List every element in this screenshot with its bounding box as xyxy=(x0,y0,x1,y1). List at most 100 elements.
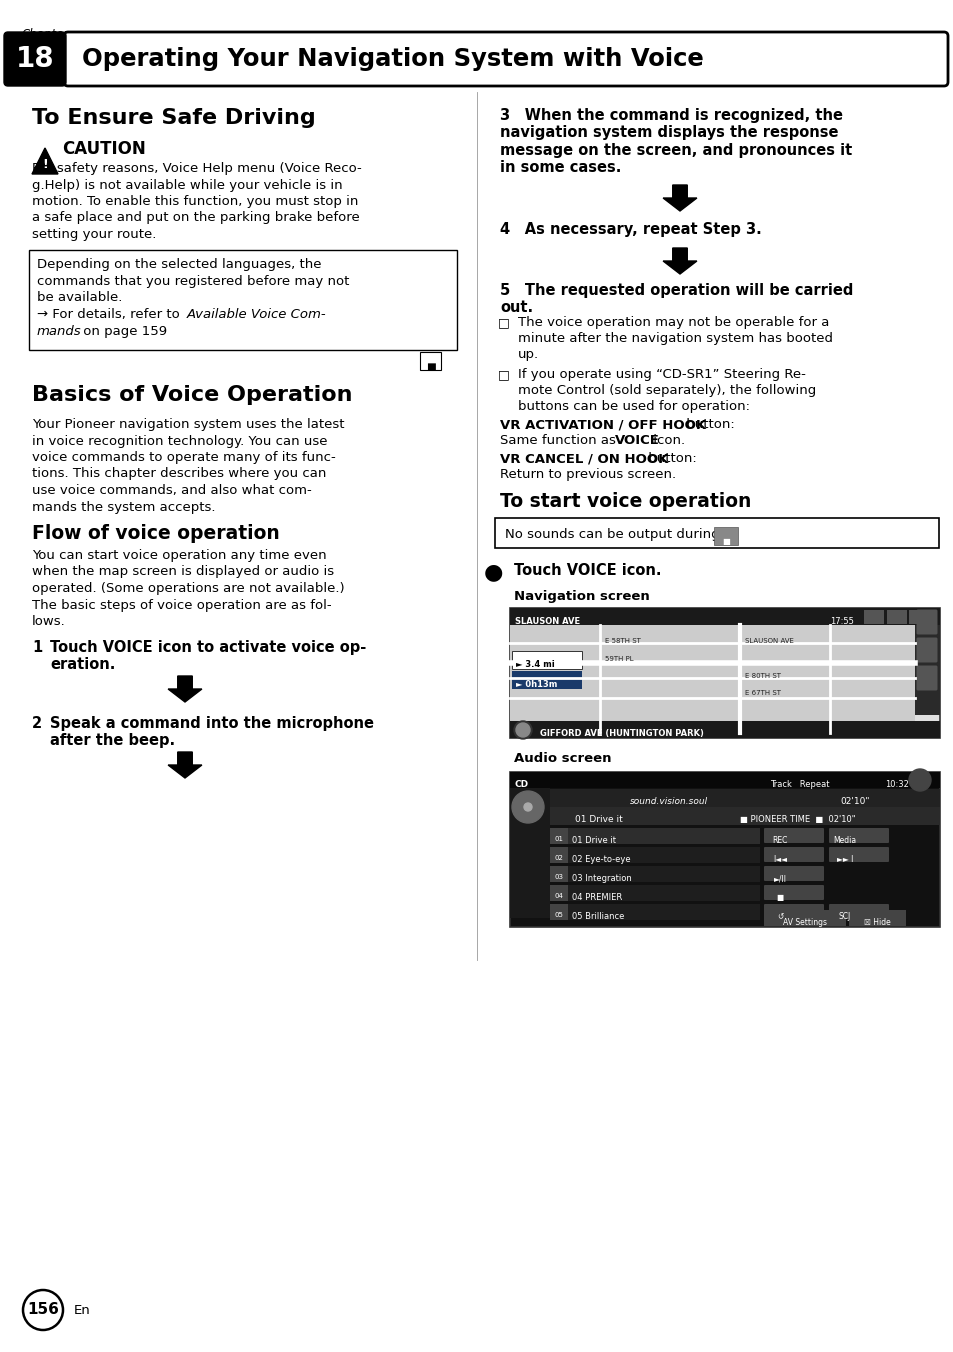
Text: 4 As necessary, repeat Step 3.: 4 As necessary, repeat Step 3. xyxy=(499,222,760,237)
Text: lows.: lows. xyxy=(32,615,66,627)
FancyBboxPatch shape xyxy=(550,886,567,900)
Text: setting your route.: setting your route. xyxy=(32,228,156,241)
Text: E 58TH ST: E 58TH ST xyxy=(604,638,640,644)
Text: 18: 18 xyxy=(15,45,54,73)
Text: Chapter: Chapter xyxy=(22,28,70,41)
Text: ►► I: ►► I xyxy=(836,854,852,864)
Text: VR ACTIVATION / OFF HOOK: VR ACTIVATION / OFF HOOK xyxy=(499,418,705,431)
Text: button:: button: xyxy=(643,452,696,465)
Text: out.: out. xyxy=(499,300,533,315)
FancyBboxPatch shape xyxy=(550,807,939,825)
Text: ►/II: ►/II xyxy=(773,873,785,883)
Text: 10:32: 10:32 xyxy=(884,780,908,790)
Text: commands that you registered before may not: commands that you registered before may … xyxy=(37,274,349,288)
Text: up.: up. xyxy=(517,347,538,361)
Text: tions. This chapter describes where you can: tions. This chapter describes where you … xyxy=(32,468,326,480)
FancyBboxPatch shape xyxy=(550,827,760,844)
Circle shape xyxy=(512,791,543,823)
FancyBboxPatch shape xyxy=(550,867,760,882)
Text: VOICE: VOICE xyxy=(615,434,659,448)
Text: ●: ● xyxy=(483,562,503,581)
Text: 5 The requested operation will be carried: 5 The requested operation will be carrie… xyxy=(499,283,853,297)
Circle shape xyxy=(523,803,532,811)
Text: CD: CD xyxy=(515,780,529,790)
FancyBboxPatch shape xyxy=(763,886,823,900)
FancyBboxPatch shape xyxy=(828,904,888,919)
Polygon shape xyxy=(662,247,697,274)
Text: ■ PIONEER TIME  ■  02'10": ■ PIONEER TIME ■ 02'10" xyxy=(740,815,855,823)
Text: Same function as: Same function as xyxy=(499,434,619,448)
FancyBboxPatch shape xyxy=(29,250,456,350)
Text: 17:55: 17:55 xyxy=(829,617,853,626)
FancyBboxPatch shape xyxy=(763,904,823,919)
Text: AV Settings: AV Settings xyxy=(782,918,826,927)
Text: sound.vision.soul: sound.vision.soul xyxy=(629,796,707,806)
Text: 3 When the command is recognized, the: 3 When the command is recognized, the xyxy=(499,108,842,123)
Text: SLAUSON AVE: SLAUSON AVE xyxy=(744,638,793,644)
FancyBboxPatch shape xyxy=(916,665,937,691)
Text: Touch VOICE icon to activate voice op-: Touch VOICE icon to activate voice op- xyxy=(50,639,366,654)
FancyBboxPatch shape xyxy=(512,652,581,669)
Text: ■: ■ xyxy=(776,894,782,902)
Text: 05: 05 xyxy=(554,913,563,918)
FancyBboxPatch shape xyxy=(914,625,939,715)
FancyBboxPatch shape xyxy=(763,910,845,926)
FancyBboxPatch shape xyxy=(916,638,937,662)
Text: Media: Media xyxy=(833,836,856,845)
Text: operated. (Some operations are not available.): operated. (Some operations are not avail… xyxy=(32,581,344,595)
FancyBboxPatch shape xyxy=(510,721,939,738)
FancyBboxPatch shape xyxy=(510,772,939,788)
Text: ■: ■ xyxy=(721,537,729,546)
FancyBboxPatch shape xyxy=(848,910,905,926)
FancyBboxPatch shape xyxy=(550,886,760,900)
Text: on page 159: on page 159 xyxy=(79,324,167,338)
FancyBboxPatch shape xyxy=(763,867,823,882)
Circle shape xyxy=(514,721,532,740)
Circle shape xyxy=(516,723,530,737)
Text: No sounds can be output during: No sounds can be output during xyxy=(504,529,719,541)
Text: button:: button: xyxy=(681,418,734,431)
Text: 02: 02 xyxy=(554,854,563,861)
Text: Available Voice Com-: Available Voice Com- xyxy=(187,308,326,320)
FancyBboxPatch shape xyxy=(510,608,939,738)
Text: E 80TH ST: E 80TH ST xyxy=(744,673,781,679)
Text: Audio screen: Audio screen xyxy=(514,752,611,765)
Text: The basic steps of voice operation are as fol-: The basic steps of voice operation are a… xyxy=(32,599,332,611)
Text: 59TH PL: 59TH PL xyxy=(604,656,633,662)
FancyBboxPatch shape xyxy=(495,518,938,548)
Text: 03: 03 xyxy=(554,873,563,880)
Text: g.Help) is not available while your vehicle is in: g.Help) is not available while your vehi… xyxy=(32,178,342,192)
Polygon shape xyxy=(32,147,58,174)
Text: ↺: ↺ xyxy=(776,913,782,921)
FancyBboxPatch shape xyxy=(828,827,888,844)
Text: 2: 2 xyxy=(32,717,42,731)
Polygon shape xyxy=(168,752,202,777)
Text: The voice operation may not be operable for a: The voice operation may not be operable … xyxy=(517,316,828,329)
Text: If you operate using “CD-SR1” Steering Re-: If you operate using “CD-SR1” Steering R… xyxy=(517,368,805,381)
Text: For safety reasons, Voice Help menu (Voice Reco-: For safety reasons, Voice Help menu (Voi… xyxy=(32,162,361,174)
FancyBboxPatch shape xyxy=(863,610,883,625)
Text: Flow of voice operation: Flow of voice operation xyxy=(32,525,279,544)
Circle shape xyxy=(23,1290,63,1330)
Text: ► 0h13m: ► 0h13m xyxy=(516,680,557,690)
Text: En: En xyxy=(74,1303,91,1317)
FancyBboxPatch shape xyxy=(550,846,760,863)
Text: □: □ xyxy=(497,316,509,329)
FancyBboxPatch shape xyxy=(510,625,914,733)
Text: 03 Integration: 03 Integration xyxy=(572,873,631,883)
Text: 01 Drive it: 01 Drive it xyxy=(575,815,622,823)
FancyBboxPatch shape xyxy=(510,608,939,625)
Text: 01: 01 xyxy=(554,836,563,842)
FancyBboxPatch shape xyxy=(510,788,550,918)
FancyBboxPatch shape xyxy=(908,610,928,625)
FancyBboxPatch shape xyxy=(4,32,66,87)
Text: Speak a command into the microphone: Speak a command into the microphone xyxy=(50,717,374,731)
FancyBboxPatch shape xyxy=(550,867,567,882)
Text: You can start voice operation any time even: You can start voice operation any time e… xyxy=(32,549,326,562)
Text: 1: 1 xyxy=(32,639,42,654)
Text: in some cases.: in some cases. xyxy=(499,161,620,176)
Text: voice commands to operate many of its func-: voice commands to operate many of its fu… xyxy=(32,452,335,464)
Text: Return to previous screen.: Return to previous screen. xyxy=(499,468,676,481)
Text: ■: ■ xyxy=(426,362,436,372)
Text: motion. To enable this function, you must stop in: motion. To enable this function, you mus… xyxy=(32,195,358,208)
